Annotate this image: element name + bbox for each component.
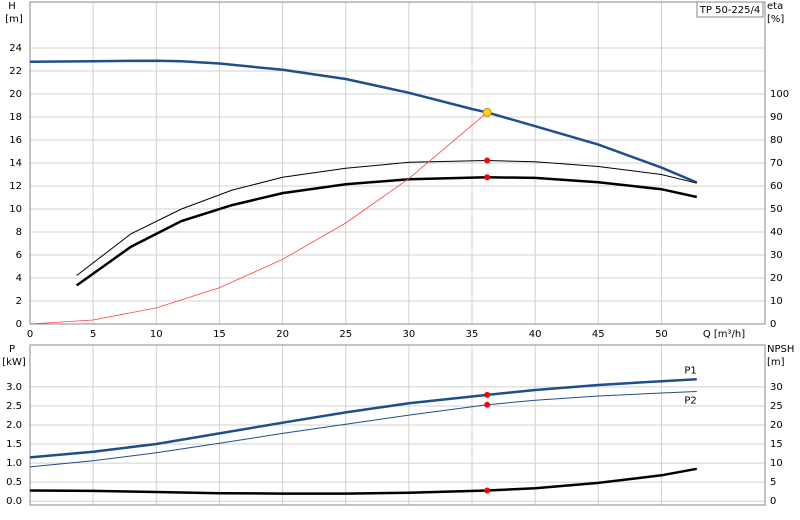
y2-tick-label: 70 <box>770 158 783 169</box>
y-axis-label: P <box>9 344 15 355</box>
y2-tick-label: 20 <box>770 273 783 284</box>
series-label: P2 <box>684 395 696 406</box>
chart-title: TP 50-225/4 <box>699 5 760 16</box>
y-tick-label: 8 <box>16 227 22 238</box>
y2-tick-label: 80 <box>770 135 783 146</box>
x-tick-label: 45 <box>592 329 605 340</box>
y-tick-label: 18 <box>9 112 22 123</box>
y-tick-label: 1.5 <box>6 439 22 450</box>
series-line <box>75 176 698 287</box>
y2-tick-label: 60 <box>770 181 783 192</box>
series-line <box>29 112 488 325</box>
y2-tick-label: 0 <box>770 319 776 330</box>
y-tick-label: 12 <box>9 181 22 192</box>
series-line <box>29 391 697 468</box>
y-tick-label: 2.0 <box>6 420 22 431</box>
x-tick-label: 5 <box>90 329 96 340</box>
y-axis-label: H <box>8 1 16 12</box>
y-tick-label: 4 <box>16 273 22 284</box>
series-line <box>29 467 698 495</box>
x-tick-label: 15 <box>213 329 226 340</box>
y2-tick-label: 10 <box>770 458 783 469</box>
plot-frame <box>29 344 766 506</box>
x-tick-label: 50 <box>655 329 668 340</box>
operating-point <box>484 157 491 164</box>
operating-point <box>484 487 491 494</box>
plot-frame <box>29 1 766 325</box>
y-tick-label: 0.5 <box>6 477 22 488</box>
operating-point <box>484 174 491 181</box>
y-tick-label: 14 <box>9 158 22 169</box>
x-tick-label: 0 <box>27 329 33 340</box>
y-tick-label: 2.5 <box>6 401 22 412</box>
y2-tick-label: 90 <box>770 112 783 123</box>
y2-axis-unit: [m] <box>767 357 785 368</box>
y-tick-label: 10 <box>9 204 22 215</box>
y2-tick-label: 100 <box>770 89 789 100</box>
y2-axis-label: eta <box>767 1 783 12</box>
y2-tick-label: 30 <box>770 382 783 393</box>
y-tick-label: 24 <box>9 43 22 54</box>
y-tick-label: 1.0 <box>6 458 22 469</box>
y-tick-label: 0.0 <box>6 496 22 507</box>
series-line <box>76 159 697 276</box>
y2-tick-label: 50 <box>770 204 783 215</box>
operating-point <box>484 401 491 408</box>
series-label: P1 <box>684 365 696 376</box>
x-tick-label: 30 <box>402 329 415 340</box>
y2-axis-unit: [%] <box>767 14 784 25</box>
y2-tick-label: 40 <box>770 227 783 238</box>
y-tick-label: 20 <box>9 89 22 100</box>
y2-tick-label: 20 <box>770 420 783 431</box>
x-tick-label: 40 <box>529 329 542 340</box>
y-axis-unit: [kW] <box>2 357 26 368</box>
y2-axis-label: NPSH <box>767 344 794 355</box>
x-tick-label: 20 <box>276 329 289 340</box>
series-line <box>29 378 697 459</box>
operating-point <box>484 391 491 398</box>
y2-tick-label: 10 <box>770 296 783 307</box>
y-tick-label: 16 <box>9 135 22 146</box>
y-tick-label: 3.0 <box>6 382 22 393</box>
y2-tick-label: 15 <box>770 439 783 450</box>
y-axis-unit: [m] <box>5 14 23 25</box>
y2-tick-label: 5 <box>770 477 776 488</box>
x-tick-label: 35 <box>466 329 479 340</box>
operating-point <box>482 107 492 117</box>
y-tick-label: 0 <box>16 319 22 330</box>
x-tick-label: 10 <box>150 329 163 340</box>
x-axis-label: Q [m³/h] <box>703 329 745 340</box>
y2-tick-label: 25 <box>770 401 783 412</box>
y-tick-label: 6 <box>16 250 22 261</box>
series-line <box>29 59 698 184</box>
y-tick-label: 2 <box>16 296 22 307</box>
y2-tick-label: 0 <box>770 496 776 507</box>
y-tick-label: 22 <box>9 66 22 77</box>
x-tick-label: 25 <box>339 329 352 340</box>
title-box <box>696 1 764 18</box>
y2-tick-label: 30 <box>770 250 783 261</box>
